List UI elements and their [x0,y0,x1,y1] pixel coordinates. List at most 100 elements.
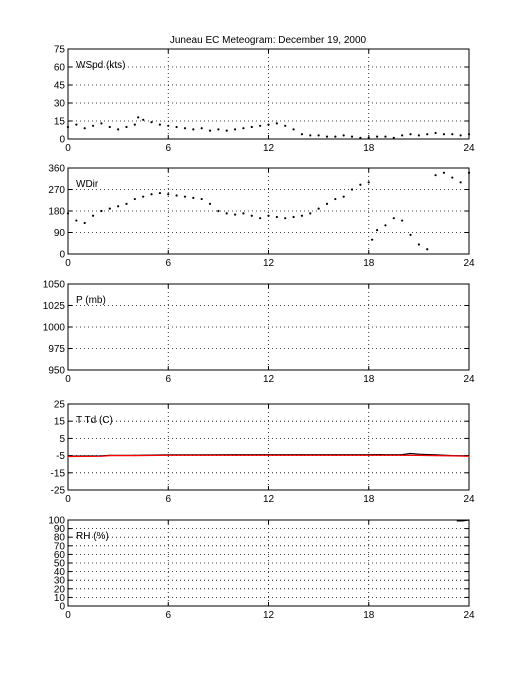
y-tick-label: 15 [54,417,66,428]
y-tick-label: 90 [54,228,66,239]
data-point [376,135,379,138]
data-point [468,519,470,521]
data-point [100,455,103,457]
y-tick-label: 90 [54,524,66,535]
data-point [217,128,220,131]
data-point [200,127,203,130]
data-point [183,127,187,130]
data-point [259,217,262,220]
data-point [234,454,236,456]
data-point [401,454,403,456]
x-tick-label: 18 [363,494,375,505]
x-tick-label: 24 [463,494,475,505]
data-point [292,128,295,131]
data-point [459,181,462,184]
data-point [242,212,245,215]
y-tick-label: 100 [48,516,65,527]
data-point [201,454,203,456]
x-tick-label: 18 [363,374,375,385]
y-tick-label: 75 [54,45,66,56]
x-tick-label: 0 [65,143,71,154]
data-point [434,131,437,135]
y-tick-label: 15 [54,117,66,128]
x-tick-label: 12 [263,610,275,621]
data-point [459,134,462,137]
data-point [100,122,103,125]
data-point [392,217,395,220]
data-point [359,136,362,139]
y-tick-label: 60 [54,63,66,74]
data-point [91,214,95,217]
data-point [442,171,446,174]
data-point [342,195,345,198]
x-tick-label: 6 [165,143,171,154]
data-point [109,455,111,457]
data-point [275,215,278,219]
data-point [409,233,412,236]
y-tick-label: 0 [59,602,65,613]
data-point [250,214,253,217]
data-point [325,135,329,138]
data-point [350,135,354,138]
data-point [342,134,345,137]
data-point [334,454,336,456]
data-point [150,121,153,124]
panel-label: T Td (C) [76,415,113,426]
x-tick-label: 6 [165,610,171,621]
data-point [267,123,270,126]
data-point [368,454,370,456]
x-tick-label: 18 [363,610,375,621]
y-tick-label: 50 [54,559,66,570]
data-point [142,195,145,198]
data-point [208,129,212,132]
data-point [83,221,86,225]
y-tick-label: 1000 [43,323,66,334]
y-tick-label: 70 [54,541,66,552]
data-point [409,452,412,455]
data-point [225,129,228,132]
data-point [461,520,463,522]
data-point [142,118,145,121]
panel-label: RH (%) [76,531,109,542]
x-tick-label: 24 [463,610,475,621]
data-point [75,123,78,126]
x-tick-label: 0 [65,374,71,385]
data-point [100,209,103,213]
data-point [167,193,170,196]
x-tick-label: 12 [263,143,275,154]
y-tick-label: 1025 [43,301,66,312]
data-point [284,124,287,127]
data-point [468,455,470,457]
y-tick-label: -5 [56,451,65,462]
x-tick-label: 6 [165,374,171,385]
panel-4: 0 6 12 18 24 -25 -15 -5 5 15 25 T Td (C) [51,400,475,506]
data-point [133,197,136,201]
data-point [284,217,287,220]
y-tick-label: 975 [48,344,65,355]
data-point [401,219,404,222]
data-point [418,454,420,457]
y-tick-label: 40 [54,567,66,578]
data-point [137,116,140,119]
data-point [409,133,412,136]
data-point [133,123,136,126]
data-point [426,248,429,251]
y-tick-label: 950 [48,366,65,377]
data-point [125,125,128,129]
data-point [301,454,303,456]
data-point [217,209,220,213]
data-point [158,123,161,126]
y-tick-label: 1050 [43,280,66,291]
y-tick-label: 0 [59,135,65,146]
y-tick-label: 25 [54,400,66,411]
y-tick-label: 60 [54,550,66,561]
data-point [233,213,237,216]
data-point [208,202,212,205]
data-point [250,125,253,129]
y-tick-label: 30 [54,99,66,110]
data-point [384,224,387,227]
data-point [183,195,187,198]
data-point [192,196,195,199]
data-point [275,122,278,125]
